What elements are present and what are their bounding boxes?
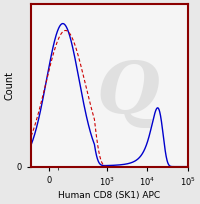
X-axis label: Human CD8 (SK1) APC: Human CD8 (SK1) APC <box>58 191 161 200</box>
Y-axis label: Count: Count <box>4 71 14 100</box>
Text: Q: Q <box>97 58 160 129</box>
